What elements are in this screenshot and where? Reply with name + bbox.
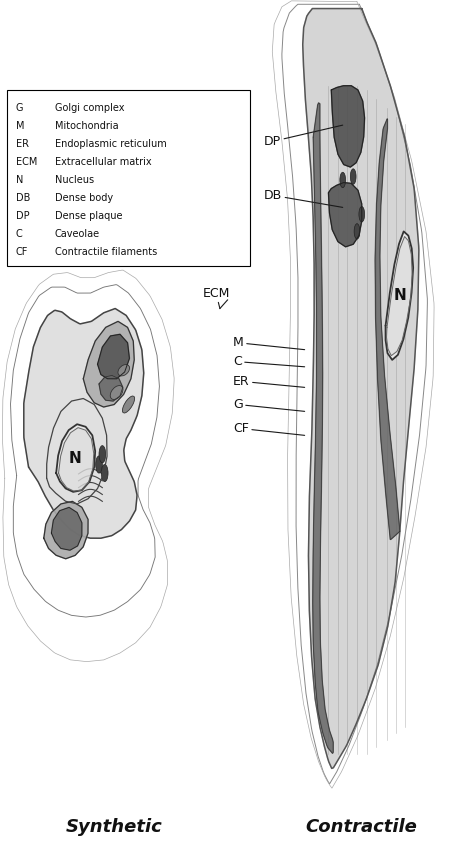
- Polygon shape: [313, 103, 333, 753]
- Ellipse shape: [340, 172, 346, 188]
- Polygon shape: [44, 501, 88, 559]
- Text: N: N: [69, 451, 81, 466]
- Polygon shape: [59, 428, 94, 491]
- Text: C: C: [233, 355, 305, 369]
- Text: Caveolae: Caveolae: [55, 229, 100, 238]
- Text: Contractile: Contractile: [306, 818, 418, 836]
- Polygon shape: [24, 309, 144, 538]
- Ellipse shape: [354, 224, 360, 239]
- Text: M: M: [16, 121, 24, 131]
- Text: CF: CF: [233, 422, 305, 435]
- Text: ECM: ECM: [202, 286, 230, 309]
- Ellipse shape: [101, 464, 108, 482]
- Text: CF: CF: [16, 247, 28, 256]
- Ellipse shape: [122, 396, 135, 413]
- Polygon shape: [51, 507, 82, 550]
- Polygon shape: [303, 9, 419, 769]
- Text: Nucleus: Nucleus: [55, 175, 94, 184]
- Text: N: N: [16, 175, 23, 184]
- Ellipse shape: [110, 386, 123, 399]
- FancyBboxPatch shape: [7, 90, 250, 266]
- Ellipse shape: [359, 207, 365, 222]
- Text: DB: DB: [264, 189, 343, 207]
- Polygon shape: [83, 321, 134, 407]
- Text: G: G: [16, 103, 23, 113]
- Text: Dense plaque: Dense plaque: [55, 211, 122, 220]
- Polygon shape: [328, 183, 362, 247]
- Ellipse shape: [99, 446, 106, 463]
- Text: Contractile filaments: Contractile filaments: [55, 247, 157, 256]
- Text: ECM: ECM: [16, 157, 37, 166]
- Text: ER: ER: [233, 375, 305, 388]
- Polygon shape: [98, 334, 129, 379]
- Text: Golgi complex: Golgi complex: [55, 103, 124, 113]
- Polygon shape: [99, 375, 123, 401]
- Text: Synthetic: Synthetic: [66, 818, 163, 836]
- Text: Extracellular matrix: Extracellular matrix: [55, 157, 151, 166]
- Polygon shape: [331, 86, 365, 167]
- Text: Endoplasmic reticulum: Endoplasmic reticulum: [55, 139, 167, 148]
- Text: DP: DP: [16, 211, 30, 220]
- Polygon shape: [387, 237, 412, 356]
- Text: DB: DB: [16, 193, 30, 202]
- Text: Dense body: Dense body: [55, 193, 113, 202]
- Text: G: G: [233, 398, 305, 411]
- Ellipse shape: [350, 169, 356, 184]
- Polygon shape: [375, 119, 400, 540]
- Text: C: C: [16, 229, 22, 238]
- Polygon shape: [386, 231, 413, 360]
- Text: ER: ER: [16, 139, 29, 148]
- Text: DP: DP: [264, 125, 343, 148]
- Polygon shape: [56, 424, 95, 492]
- Text: M: M: [233, 336, 305, 350]
- Ellipse shape: [118, 364, 129, 376]
- Text: Mitochondria: Mitochondria: [55, 121, 119, 131]
- Ellipse shape: [96, 456, 102, 473]
- Text: N: N: [394, 288, 406, 303]
